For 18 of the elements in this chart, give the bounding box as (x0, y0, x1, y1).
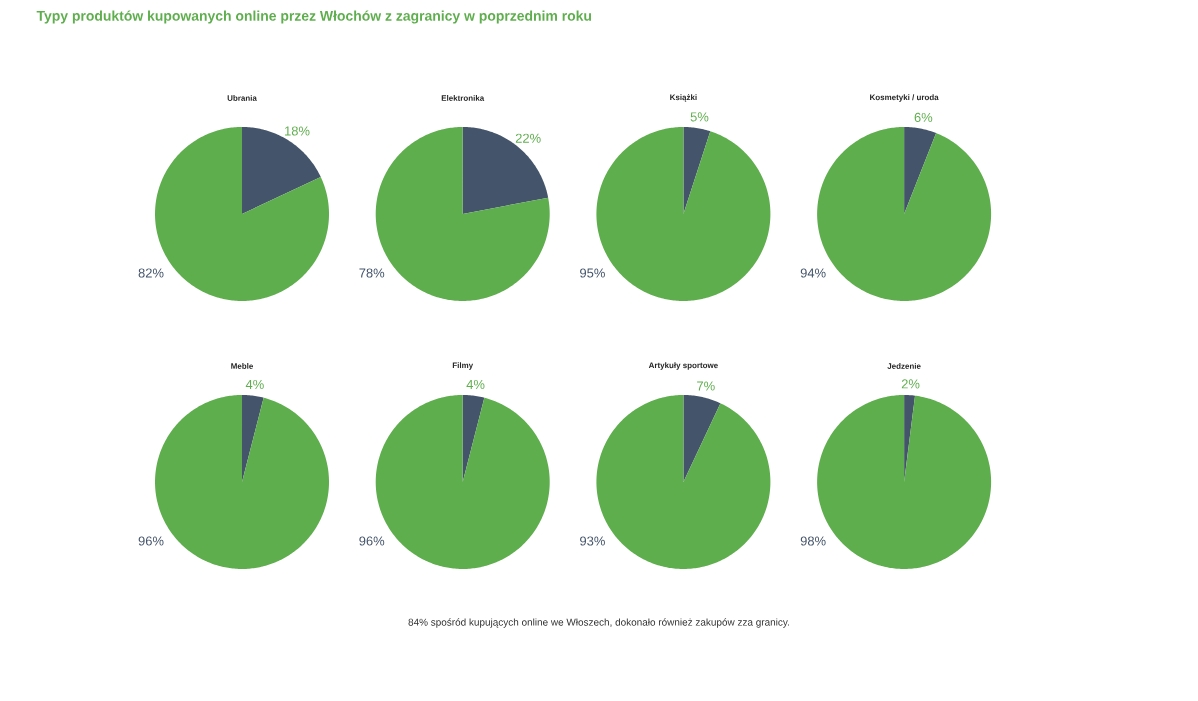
data-label: 18% (285, 126, 310, 136)
data-label: 4% (466, 379, 485, 389)
data-label: 96% (138, 536, 164, 546)
data-label: 96% (359, 536, 385, 546)
data-label: 7% (697, 381, 715, 391)
data-label: 94% (800, 268, 826, 278)
data-label: 98% (800, 536, 826, 546)
data-label: 93% (580, 536, 605, 546)
data-label: 5% (690, 112, 709, 122)
data-label: 82% (138, 268, 164, 278)
text: 84% spośród kupujących online we Włoszech, dokonało również zakupów zza granicy. (408, 618, 789, 628)
data-label: 6% (914, 112, 933, 122)
data-label: 2% (901, 379, 920, 389)
data-label: 95% (580, 268, 605, 278)
data-label: 22% (515, 133, 541, 143)
text: Typy produktów kupowanych online przez Włochów z zagranicy w poprzednim roku (36, 10, 592, 24)
data-label: 4% (245, 379, 264, 389)
data-label: 78% (359, 268, 385, 278)
